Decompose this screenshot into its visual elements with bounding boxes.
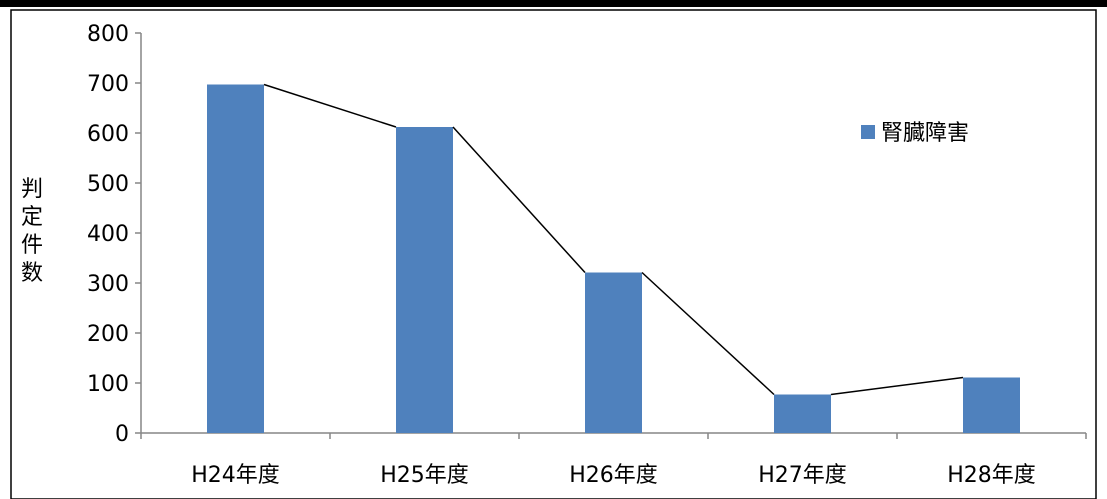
bar xyxy=(585,272,642,433)
y-tick-label: 200 xyxy=(87,322,129,347)
y-tick-label: 800 xyxy=(87,22,129,47)
bars-layer xyxy=(207,84,1020,433)
y-tick-label: 300 xyxy=(87,272,129,297)
y-axis-title: 判定件数 xyxy=(21,177,43,286)
y-tick-label: 400 xyxy=(87,222,129,247)
legend-swatch xyxy=(861,125,875,139)
x-tick-label: H26年度 xyxy=(569,463,658,488)
trend-line-segment xyxy=(263,83,397,128)
trend-line-layer xyxy=(263,83,964,396)
y-tick-label: 700 xyxy=(87,72,129,97)
legend-label: 腎臓障害 xyxy=(881,121,969,146)
tick-labels-layer: 0 100 200 300 400 500 600 700 800 H24年度 H25年度 H26年度… xyxy=(87,22,1036,488)
bar xyxy=(396,127,453,433)
trend-line-segment xyxy=(452,126,586,274)
y-tick-label: 100 xyxy=(87,372,129,397)
x-tick-label: H27年度 xyxy=(758,463,847,488)
trend-line-segment xyxy=(641,271,775,396)
y-tick-label: 600 xyxy=(87,122,129,147)
bar xyxy=(963,377,1020,433)
y-axis-title-char: 定 xyxy=(21,205,43,230)
bar xyxy=(774,394,831,433)
bar xyxy=(207,84,264,433)
x-tick-label: H28年度 xyxy=(947,463,1036,488)
legend: 腎臓障害 xyxy=(861,121,969,146)
x-tick-label: H24年度 xyxy=(191,463,280,488)
trend-line-segment xyxy=(830,376,964,396)
y-axis-title-char: 数 xyxy=(21,261,43,286)
chart-frame xyxy=(10,9,1097,499)
top-border xyxy=(0,0,1107,7)
x-tick-label: H25年度 xyxy=(380,463,469,488)
y-tick-label: 0 xyxy=(115,422,129,447)
y-axis-title-char: 判 xyxy=(21,177,43,202)
y-tick-label: 500 xyxy=(87,172,129,197)
y-axis-title-char: 件 xyxy=(21,233,43,258)
